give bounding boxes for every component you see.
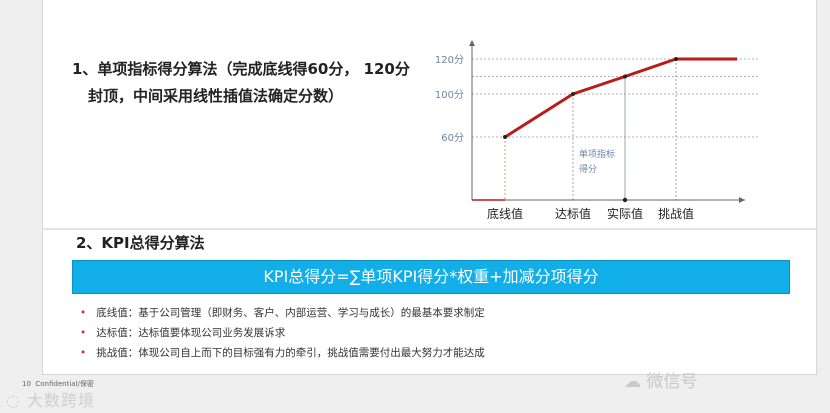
- y-tick-label: 60分: [441, 132, 464, 144]
- formula-banner: KPI总得分=∑单项KPI得分*权重+加减分项得分: [72, 260, 790, 294]
- logo-text: 大数跨境: [27, 391, 96, 410]
- y-tick-label: 120分: [435, 54, 464, 66]
- definition-list: 底线值：基于公司管理（即财务、客户、内部运营、学习与成长）的最基本要求制定 达标…: [80, 303, 485, 363]
- data-point: [571, 92, 575, 96]
- actual-marker: [622, 197, 628, 203]
- divider: [42, 228, 816, 230]
- list-item: 达标值：达标值要体现公司业务发展诉求: [80, 323, 485, 343]
- section2-heading: 2、KPI总得分算法: [76, 234, 205, 252]
- footer: 10 Confidential/保密: [22, 379, 94, 389]
- watermark: ☁ 微信号: [624, 372, 698, 392]
- confidential-label: Confidential/保密: [35, 380, 94, 388]
- x-tick-label: 实际值: [607, 206, 643, 221]
- data-point: [503, 135, 507, 139]
- heading-line: 封顶，中间采用线性插值法确定分数）: [88, 87, 344, 105]
- annotation: 得分: [579, 163, 597, 175]
- list-item: 挑战值：体现公司自上而下的目标强有力的牵引，挑战值需要付出最大努力才能达成: [80, 343, 485, 363]
- page-number: 10: [22, 380, 31, 388]
- heading-line: 1、单项指标得分算法（完成底线得60分， 120分: [72, 60, 410, 78]
- data-point: [674, 57, 678, 61]
- annotation: 单项指标: [579, 148, 615, 160]
- logo: ◌ 大数跨境: [6, 391, 96, 410]
- x-tick-label: 底线值: [487, 206, 523, 221]
- x-tick-label: 挑战值: [658, 206, 694, 221]
- score-line: [504, 57, 737, 139]
- data-point: [623, 74, 627, 79]
- x-tick-label: 达标值: [555, 206, 591, 221]
- section1-heading: 1、单项指标得分算法（完成底线得60分， 120分封顶，中间采用线性插值法确定分…: [72, 56, 412, 110]
- axis-arrows: [469, 40, 745, 203]
- watermark-text: 微信号: [646, 372, 698, 392]
- list-item: 底线值：基于公司管理（即财务、客户、内部运营、学习与成长）的最基本要求制定: [80, 303, 485, 323]
- y-tick-label: 100分: [435, 89, 464, 101]
